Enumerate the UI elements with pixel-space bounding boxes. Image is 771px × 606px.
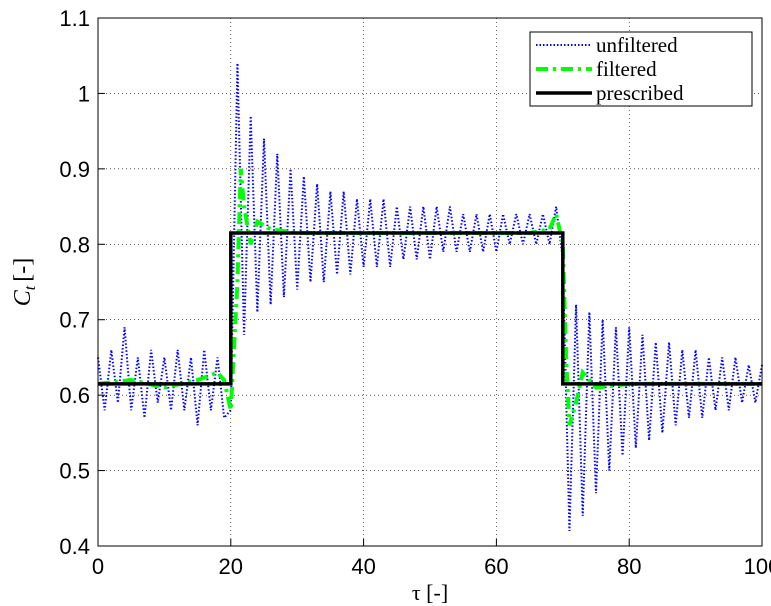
x-axis-label: τ [-] — [412, 580, 448, 605]
x-tick-label: 0 — [92, 554, 104, 579]
y-tick-label: 0.6 — [59, 383, 90, 408]
x-tick-label: 100 — [744, 554, 771, 579]
x-tick-label: 60 — [484, 554, 508, 579]
series-line — [97, 168, 762, 426]
y-tick-label: 0.5 — [59, 459, 90, 484]
y-tick-label: 0.4 — [59, 534, 90, 559]
y-axis-label: Ct[-] — [10, 258, 39, 306]
series-line — [98, 231, 762, 386]
x-tick-label: 80 — [617, 554, 641, 579]
series-line — [97, 63, 763, 531]
x-tick-label: 20 — [219, 554, 243, 579]
legend-label: prescribed — [596, 81, 684, 105]
legend-label: filtered — [596, 57, 657, 81]
y-tick-label: 0.7 — [59, 308, 90, 333]
y-tick-label: 1 — [78, 81, 90, 106]
y-tick-label: 0.9 — [59, 157, 90, 182]
plot-frame — [97, 17, 763, 547]
x-tick-label: 40 — [351, 554, 375, 579]
legend-label: unfiltered — [596, 33, 678, 57]
y-tick-label: 0.8 — [59, 232, 90, 257]
y-tick-label: 1.1 — [59, 6, 90, 31]
